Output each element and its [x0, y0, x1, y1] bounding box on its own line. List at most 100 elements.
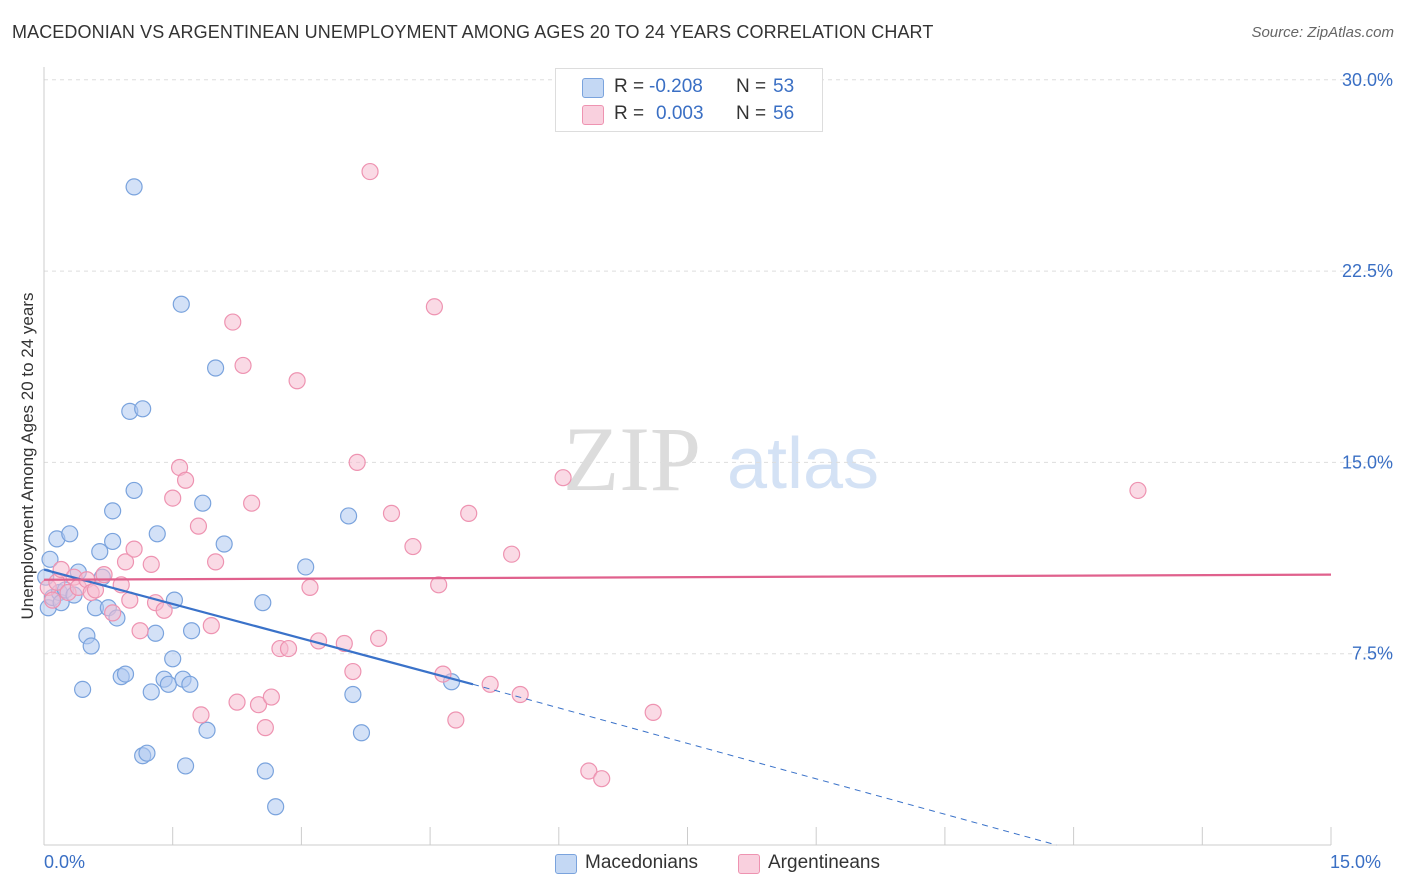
macedonian-point: [207, 359, 225, 377]
argentinean-point: [348, 453, 366, 471]
macedonian-point: [352, 724, 371, 742]
argentinean-point: [511, 685, 529, 704]
macedonian-point: [297, 558, 315, 576]
macedonian-point: [104, 502, 122, 520]
macedonian-point: [159, 675, 178, 693]
argentinean-point: [155, 601, 173, 619]
axes: [43, 67, 1332, 846]
legend-r-label: R =: [614, 103, 645, 124]
argentinean-point: [344, 662, 362, 681]
argentinean-swatch: [582, 105, 604, 125]
legend-n-value: 53: [773, 76, 795, 97]
legend-row-macedonians: R = -0.208 N = 53: [556, 75, 822, 101]
argentinean-point: [243, 494, 261, 512]
macedonian-point: [134, 400, 152, 418]
macedonian-point: [138, 744, 156, 762]
macedonian-legend-label: Macedonians: [585, 852, 699, 873]
macedonian-point: [267, 798, 285, 816]
macedonian-point: [164, 650, 182, 668]
argentinean-point: [382, 504, 401, 522]
bottom-legend-argentineans: Argentineans: [738, 852, 908, 876]
argentinean-legend-label: Argentineans: [768, 852, 880, 873]
x-axis-min-label: 0.0%: [44, 852, 86, 872]
macedonian-point: [176, 757, 195, 775]
chart-title: MACEDONIAN VS ARGENTINEAN UNEMPLOYMENT A…: [12, 22, 934, 42]
argentinean-point: [234, 356, 252, 375]
argentinean-point: [481, 675, 499, 693]
argentinean-point: [43, 591, 62, 609]
grid-lines: [44, 79, 1392, 655]
macedonian-point: [146, 624, 165, 642]
argentinean-point: [125, 540, 143, 558]
argentinean-point: [249, 696, 268, 714]
argentinean-point: [131, 622, 149, 640]
argentinean-point: [580, 762, 598, 780]
trend-lines: [43, 568, 1332, 846]
macedonian-point: [172, 295, 190, 313]
legend-n-label: N =: [736, 76, 767, 97]
argentinean-point: [288, 372, 306, 390]
watermark-zip: ZIP: [563, 408, 701, 510]
argentinean-point: [404, 537, 422, 556]
legend-r-label: R =: [614, 76, 645, 97]
argentinean-point: [503, 545, 521, 563]
watermark-atlas: atlas: [727, 424, 879, 504]
macedonian-point: [198, 721, 216, 739]
legend-n-label: N =: [736, 103, 767, 124]
macedonian-point: [116, 665, 135, 683]
legend-row-argentineans: R = 0.003 N = 56: [556, 102, 822, 128]
legend-r-value: -0.208: [649, 76, 703, 97]
source-label: Source: ZipAtlas.com: [1251, 24, 1394, 41]
argentinean-point: [176, 471, 195, 489]
argentinean-point: [279, 639, 298, 658]
macedonian-point: [215, 535, 233, 553]
argentinean-point: [256, 719, 274, 737]
bottom-legend-macedonians: Macedonians: [555, 852, 725, 876]
argentinean-point: [425, 298, 443, 316]
argentinean-point: [361, 162, 379, 181]
argentinean-point: [460, 504, 478, 522]
argentinean-point: [644, 703, 662, 721]
legend-r-value: 0.003: [656, 103, 704, 124]
macedonian-point: [142, 683, 160, 701]
macedonian-point: [91, 543, 109, 561]
argentinean-point: [116, 553, 135, 571]
argentinean-point: [1129, 481, 1147, 500]
y-tick-label: 22.5%: [1342, 261, 1393, 281]
macedonian-trend-line: [43, 568, 474, 686]
macedonian-point: [254, 594, 272, 612]
y-tick-label: 7.5%: [1352, 644, 1393, 664]
macedonian-point: [339, 507, 358, 525]
argentinean-point: [189, 517, 208, 535]
x-axis-max-label: 15.0%: [1330, 852, 1382, 872]
argentinean-point: [192, 706, 210, 724]
macedonian-point: [125, 481, 143, 500]
argentinean-point: [554, 469, 572, 487]
y-tick-label: 15.0%: [1342, 452, 1393, 472]
macedonian-point: [344, 685, 362, 704]
argentinean-point: [430, 576, 448, 594]
macedonian-point: [41, 550, 59, 568]
argentinean-point: [447, 711, 465, 729]
macedonian-point: [61, 525, 79, 543]
y-tick-label: 30.0%: [1342, 70, 1393, 90]
argentinean-point: [202, 617, 220, 635]
argentinean-point: [164, 489, 182, 507]
argentinean-point: [335, 634, 353, 653]
argentinean-point: [228, 693, 246, 711]
macedonian-point: [256, 762, 274, 780]
argentinean-legend-swatch: [738, 854, 760, 874]
argentinean-point: [224, 313, 242, 331]
argentinean-point: [593, 770, 611, 788]
argentinean-point: [207, 553, 225, 571]
y-tick-labels: 7.5% 15.0% 22.5% 30.0%: [1342, 70, 1393, 664]
macedonian-legend-swatch: [555, 854, 577, 874]
macedonian-point: [125, 178, 143, 196]
argentinean-point: [370, 629, 388, 647]
argentinean-point: [86, 581, 105, 599]
macedonian-point: [148, 525, 166, 543]
macedonian-point: [194, 494, 212, 512]
macedonian-point: [104, 532, 122, 551]
argentinean-point: [142, 555, 160, 574]
